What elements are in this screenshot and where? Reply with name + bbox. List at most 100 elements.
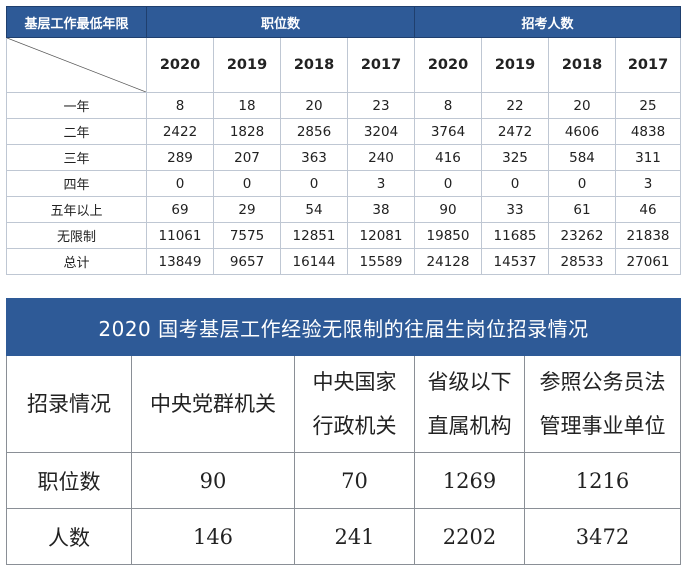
table-row: 四年 0 0 0 3 0 0 0 3 [6,170,682,197]
table-cell: 11061 [146,222,214,249]
row-label: 总计 [6,248,147,275]
table-cell: 54 [280,196,348,223]
diagonal-corner-cell [6,37,147,93]
table-cell: 12081 [346,222,416,249]
table-cell: 289 [146,144,214,171]
table-cell: 241 [294,508,415,565]
table-cell: 23262 [548,222,617,249]
year-header: 2019 [213,37,281,93]
table-row: 二年 2422 1828 2856 3204 3764 2472 4606 4838 [6,118,682,145]
table-cell: 363 [280,144,348,171]
row-label: 三年 [6,144,147,171]
column-header: 参照公务员法 管理事业单位 [523,355,682,453]
column-header-line: 参照公务员法 [539,370,666,394]
table-cell: 416 [414,144,483,171]
column-header-line: 中央党群机关 [150,392,276,416]
table-cell: 325 [481,144,550,171]
table-cell: 3204 [346,118,416,145]
group-positions-header: 职位数 [145,6,416,38]
table-cell: 1828 [213,118,281,145]
table-cell: 28533 [548,248,617,275]
top-table-body: 一年 8 18 20 23 8 22 20 25 二年 2422 1828 2856 3204 3764 24… [6,92,682,275]
group-applicants-header: 招考人数 [414,6,682,38]
year-header: 2017 [346,37,416,93]
table-title: 2020 国考基层工作经验无限制的往届生岗位招录情况 [5,298,682,356]
table-cell: 3472 [523,508,682,565]
table-cell: 3 [346,170,416,197]
column-header-line: 直属机构 [427,414,512,438]
group-header-row: 基层工作最低年限 职位数 招考人数 [6,6,682,38]
table-cell: 19850 [414,222,483,249]
table-row: 无限制 11061 7575 12851 12081 19850 11685 23262 218… [6,222,682,249]
year-header: 2018 [280,37,348,93]
table-cell: 24128 [414,248,483,275]
table-cell: 311 [615,144,682,171]
row-label: 二年 [6,118,147,145]
table-cell: 584 [548,144,617,171]
table-cell: 14537 [481,248,550,275]
table-cell: 90 [414,196,483,223]
year-header-row: 2020 2019 2018 2017 2020 2019 2018 2017 [6,37,682,93]
table-cell: 0 [548,170,617,197]
column-header-line: 行政机关 [312,414,397,438]
column-header-line: 中央国家 [312,370,397,394]
column-header-line: 省级以下 [427,370,512,394]
table-cell: 2472 [481,118,550,145]
table-cell: 0 [414,170,483,197]
bottom-header-row: 招录情况 中央党群机关 中央国家 行政机关 省级以下 直属机构 参照公务员法 管理事业单位 [6,355,682,453]
row-label: 五年以上 [6,196,147,223]
table-cell: 4838 [615,118,682,145]
table-cell: 16144 [280,248,348,275]
table-cell: 7575 [213,222,281,249]
table-cell: 70 [294,452,415,509]
table-cell: 38 [346,196,416,223]
column-header: 省级以下 直属机构 [414,355,525,453]
table-cell: 0 [213,170,281,197]
table-cell: 46 [615,196,682,223]
table-row: 人数 146 241 2202 3472 [6,508,682,565]
year-header: 2020 [146,37,214,93]
table-cell: 0 [146,170,214,197]
year-header: 2018 [548,37,617,93]
row-label: 一年 [6,92,147,119]
table-cell: 21838 [615,222,682,249]
table-cell: 27061 [615,248,682,275]
column-header-line: 招录情况 [27,392,111,416]
table-row: 五年以上 69 29 54 38 90 33 61 46 [6,196,682,223]
year-header: 2017 [615,37,682,93]
table-cell: 2856 [280,118,348,145]
table-cell: 20 [280,92,348,119]
unrestricted-posts-table: 2020 国考基层工作经验无限制的往届生岗位招录情况 招录情况 中央党群机关 中央国… [5,298,682,565]
corner-label: 基层工作最低年限 [6,6,147,38]
row-label: 职位数 [6,452,132,509]
column-header: 中央党群机关 [131,355,295,453]
table-cell: 3764 [414,118,483,145]
positions-applicants-table: 基层工作最低年限 职位数 招考人数 2020 2019 2018 2017 20… [6,6,682,275]
table-cell: 146 [131,508,295,565]
row-label: 四年 [6,170,147,197]
table-cell: 23 [346,92,416,119]
table-cell: 13849 [146,248,214,275]
table-cell: 9657 [213,248,281,275]
table-cell: 8 [146,92,214,119]
row-label: 人数 [6,508,132,565]
table-cell: 11685 [481,222,550,249]
table-cell: 8 [414,92,483,119]
year-header: 2019 [481,37,550,93]
table-cell: 2202 [414,508,525,565]
column-header: 中央国家 行政机关 [294,355,415,453]
diagonal-line [7,38,146,92]
table-cell: 15589 [346,248,416,275]
table-cell: 1269 [414,452,525,509]
table-row: 三年 289 207 363 240 416 325 584 311 [6,144,682,171]
row-label: 无限制 [6,222,147,249]
table-cell: 240 [346,144,416,171]
table-cell: 69 [146,196,214,223]
table-cell: 90 [131,452,295,509]
table-cell: 61 [548,196,617,223]
column-header: 招录情况 [6,355,132,453]
table-cell: 0 [481,170,550,197]
table-cell: 29 [213,196,281,223]
bottom-table-body: 职位数 90 70 1269 1216 人数 146 241 2202 3472 [6,452,682,565]
table-cell: 20 [548,92,617,119]
